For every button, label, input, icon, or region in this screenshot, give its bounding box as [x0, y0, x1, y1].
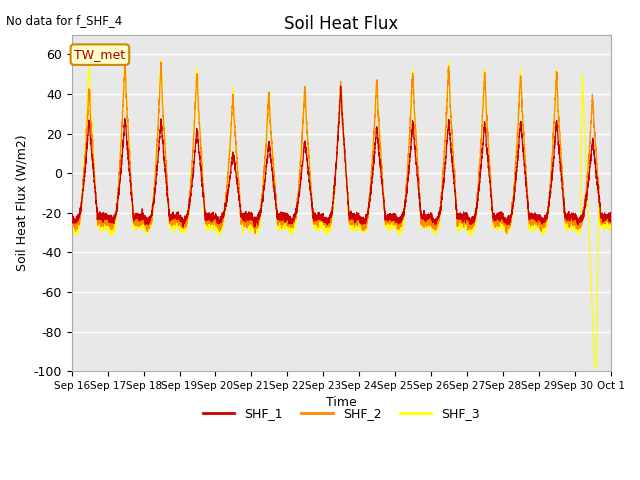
- X-axis label: Time: Time: [326, 396, 356, 409]
- Legend: SHF_1, SHF_2, SHF_3: SHF_1, SHF_2, SHF_3: [198, 402, 485, 425]
- Y-axis label: Soil Heat Flux (W/m2): Soil Heat Flux (W/m2): [15, 134, 28, 271]
- Title: Soil Heat Flux: Soil Heat Flux: [284, 15, 399, 33]
- Text: No data for f_SHF_4: No data for f_SHF_4: [6, 14, 123, 27]
- Text: TW_met: TW_met: [74, 48, 125, 61]
